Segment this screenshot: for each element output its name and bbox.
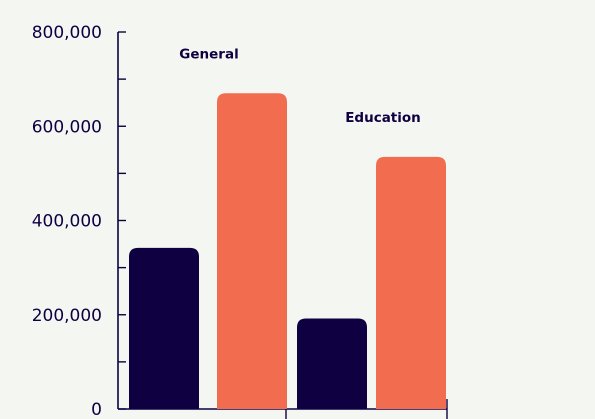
bar-general-series1	[129, 247, 199, 409]
bar-general-series2	[217, 93, 287, 409]
bar-education-series2	[376, 156, 446, 409]
y-tick-label: 600,000	[32, 117, 102, 137]
labels-layer: 0 200,000 400,000 600,000 800,000 General Educ…	[32, 23, 421, 419]
category-label-general: General	[179, 46, 238, 62]
y-tick-label: 200,000	[32, 306, 102, 326]
category-label-education: Education	[345, 110, 421, 126]
bar-education-series1	[297, 318, 367, 409]
bars-layer	[129, 93, 446, 409]
y-tick-label: 800,000	[32, 23, 102, 43]
y-tick-label: 0	[91, 400, 102, 419]
y-tick-label: 400,000	[32, 212, 102, 232]
